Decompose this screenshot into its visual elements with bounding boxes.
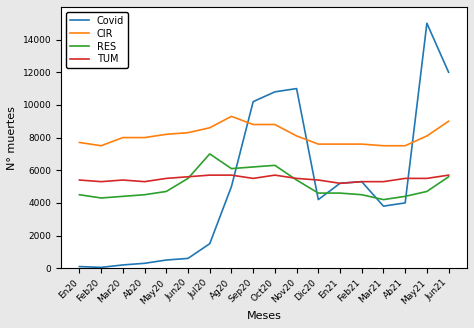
CIR bbox=[316, 142, 321, 146]
CIR bbox=[294, 134, 300, 138]
Covid bbox=[272, 90, 278, 94]
RES bbox=[164, 190, 169, 194]
Covid bbox=[164, 258, 169, 262]
CIR bbox=[250, 123, 256, 127]
Covid bbox=[316, 198, 321, 202]
CIR bbox=[77, 140, 82, 144]
TUM bbox=[207, 173, 212, 177]
RES bbox=[142, 193, 147, 197]
TUM bbox=[185, 175, 191, 179]
Covid bbox=[446, 70, 451, 74]
RES bbox=[228, 167, 234, 171]
Covid bbox=[250, 100, 256, 104]
TUM bbox=[316, 178, 321, 182]
RES bbox=[120, 195, 126, 198]
Covid bbox=[120, 263, 126, 267]
Covid bbox=[77, 265, 82, 269]
CIR bbox=[142, 135, 147, 139]
Covid bbox=[337, 181, 343, 185]
TUM bbox=[77, 178, 82, 182]
Covid bbox=[98, 265, 104, 269]
Y-axis label: N° muertes: N° muertes bbox=[7, 106, 17, 170]
TUM bbox=[294, 176, 300, 180]
Covid bbox=[402, 201, 408, 205]
TUM bbox=[446, 173, 451, 177]
CIR bbox=[120, 135, 126, 139]
RES bbox=[98, 196, 104, 200]
Line: Covid: Covid bbox=[80, 23, 448, 267]
RES bbox=[207, 152, 212, 156]
Line: TUM: TUM bbox=[80, 175, 448, 183]
Covid bbox=[228, 185, 234, 189]
TUM bbox=[272, 173, 278, 177]
RES bbox=[250, 165, 256, 169]
Covid bbox=[142, 261, 147, 265]
CIR bbox=[359, 142, 365, 146]
CIR bbox=[381, 144, 386, 148]
Covid bbox=[381, 204, 386, 208]
CIR bbox=[424, 134, 430, 138]
RES bbox=[272, 163, 278, 167]
CIR bbox=[402, 144, 408, 148]
TUM bbox=[359, 180, 365, 184]
RES bbox=[424, 190, 430, 194]
Covid bbox=[185, 256, 191, 260]
RES bbox=[185, 176, 191, 180]
CIR bbox=[164, 132, 169, 136]
RES bbox=[359, 193, 365, 197]
RES bbox=[446, 175, 451, 179]
RES bbox=[381, 198, 386, 202]
Line: CIR: CIR bbox=[80, 116, 448, 146]
RES bbox=[77, 193, 82, 197]
Covid bbox=[207, 242, 212, 246]
RES bbox=[316, 191, 321, 195]
TUM bbox=[228, 173, 234, 177]
Covid bbox=[424, 21, 430, 25]
TUM bbox=[424, 176, 430, 180]
CIR bbox=[98, 144, 104, 148]
RES bbox=[294, 178, 300, 182]
Legend: Covid, CIR, RES, TUM: Covid, CIR, RES, TUM bbox=[66, 12, 128, 68]
TUM bbox=[120, 178, 126, 182]
TUM bbox=[337, 181, 343, 185]
RES bbox=[402, 195, 408, 198]
CIR bbox=[272, 123, 278, 127]
CIR bbox=[185, 131, 191, 134]
CIR bbox=[207, 126, 212, 130]
RES bbox=[337, 191, 343, 195]
TUM bbox=[402, 176, 408, 180]
CIR bbox=[228, 114, 234, 118]
TUM bbox=[164, 176, 169, 180]
TUM bbox=[381, 180, 386, 184]
Covid bbox=[359, 180, 365, 184]
TUM bbox=[142, 180, 147, 184]
Line: RES: RES bbox=[80, 154, 448, 200]
TUM bbox=[98, 180, 104, 184]
CIR bbox=[446, 119, 451, 123]
CIR bbox=[337, 142, 343, 146]
X-axis label: Meses: Meses bbox=[246, 311, 282, 321]
Covid bbox=[294, 87, 300, 91]
TUM bbox=[250, 176, 256, 180]
